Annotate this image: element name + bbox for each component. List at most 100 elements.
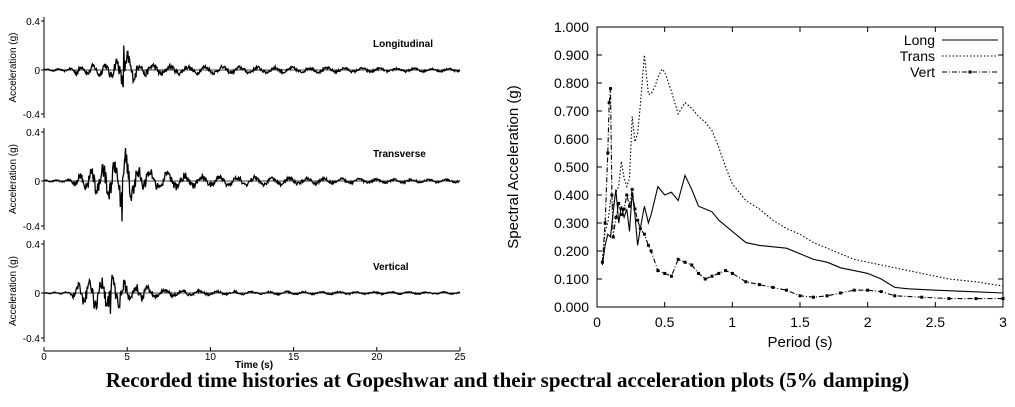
y-tick-label: 0 xyxy=(34,177,40,188)
data-point xyxy=(717,271,721,275)
data-point xyxy=(669,274,673,278)
y-tick-label: -0.4 xyxy=(23,334,41,345)
series-vert xyxy=(600,87,1005,301)
y-tick-label: 0.600 xyxy=(554,131,589,147)
data-point xyxy=(757,283,761,287)
x-tick-label: 0 xyxy=(41,352,47,363)
acceleration-trace xyxy=(43,147,461,222)
x-tick-label: 1.5 xyxy=(790,314,810,330)
data-point xyxy=(609,87,613,91)
series-trans xyxy=(601,54,1004,287)
legend-label-long: Long xyxy=(904,32,935,48)
data-point xyxy=(710,274,714,278)
data-point xyxy=(974,297,978,301)
data-point xyxy=(683,260,687,264)
data-point xyxy=(744,280,748,284)
y-tick-label: 0.800 xyxy=(554,75,589,91)
component-title: Transverse xyxy=(373,149,426,160)
x-tick-label: 20 xyxy=(371,352,383,363)
data-point xyxy=(603,221,607,225)
x-tick-label: 10 xyxy=(205,352,217,363)
data-point xyxy=(879,290,883,294)
series-line-vert xyxy=(601,88,1003,300)
data-point xyxy=(1001,297,1005,301)
y-axis-label: Acceleration (g) xyxy=(8,32,19,102)
x-tick-label: 5 xyxy=(124,352,130,363)
data-point xyxy=(724,269,728,273)
data-point xyxy=(638,227,642,231)
data-point xyxy=(839,291,843,295)
data-point xyxy=(611,235,615,239)
y-axis-label: Spectral Acceleration (g) xyxy=(505,85,522,248)
data-point xyxy=(825,294,829,298)
y-tick-label: 0.300 xyxy=(554,215,589,231)
series-line-trans xyxy=(601,54,1004,287)
x-tick-label: 3 xyxy=(999,314,1007,330)
data-point xyxy=(663,271,667,275)
data-point xyxy=(622,207,626,211)
figure-caption: Recorded time histories at Gopeshwar and… xyxy=(105,368,910,392)
data-point xyxy=(771,285,775,289)
data-point xyxy=(690,263,694,267)
data-point xyxy=(852,288,856,292)
data-point xyxy=(812,295,816,299)
y-tick-label: -0.4 xyxy=(23,110,41,121)
x-axis-label: Period (s) xyxy=(767,334,832,351)
plot-frame xyxy=(596,26,1004,308)
y-tick-label: 0.500 xyxy=(554,159,589,175)
time-history-panel-1: 0.4 0 -0.4 Acceleration (g) Transverse xyxy=(8,128,461,233)
data-point xyxy=(642,232,646,236)
data-point xyxy=(600,260,604,264)
component-title: Vertical xyxy=(373,262,409,273)
y-tick-label: 0.4 xyxy=(26,128,40,139)
data-point xyxy=(617,201,621,205)
x-tick-label: 2.5 xyxy=(926,314,946,330)
y-tick-label: 1.000 xyxy=(554,19,589,35)
y-tick-label: 0.200 xyxy=(554,243,589,259)
y-tick-label: 0 xyxy=(34,289,40,300)
data-point xyxy=(633,207,637,211)
data-point xyxy=(798,294,802,298)
data-point xyxy=(610,193,614,197)
data-point xyxy=(646,243,650,247)
x-tick-label: 2 xyxy=(864,314,872,330)
time-history-panel-0: 0.4 0 -0.4 Acceleration (g) Longitudinal xyxy=(8,17,461,121)
y-tick-label: 0 xyxy=(34,66,40,77)
data-point xyxy=(676,257,680,261)
legend-label-trans: Trans xyxy=(900,48,935,64)
acceleration-trace xyxy=(43,274,461,314)
y-tick-label: 0.700 xyxy=(554,103,589,119)
y-axis-label: Acceleration (g) xyxy=(8,256,19,326)
x-tick-label: 1 xyxy=(728,314,736,330)
x-axis-label: Time (s) xyxy=(235,360,273,371)
x-tick-label: 0 xyxy=(593,314,601,330)
y-axis-label: Acceleration (g) xyxy=(8,144,19,214)
x-tick-label: 15 xyxy=(288,352,300,363)
x-tick-label: 0.5 xyxy=(655,314,675,330)
y-tick-label: 0.000 xyxy=(554,299,589,315)
data-point xyxy=(893,294,897,298)
data-point xyxy=(630,187,634,191)
spectral-acceleration-chart: 0.000 0.100 0.200 0.300 0.400 0.500 0.600 0.700… xyxy=(505,19,1007,351)
component-title: Longitudinal xyxy=(373,39,433,50)
data-point xyxy=(920,295,924,299)
y-tick-label: 0.4 xyxy=(26,240,40,251)
y-tick-label: -0.4 xyxy=(23,222,41,233)
data-point xyxy=(627,204,631,208)
data-point xyxy=(656,269,660,273)
data-point xyxy=(697,271,700,275)
y-tick-label: 0.400 xyxy=(554,187,589,203)
data-point xyxy=(619,213,623,217)
data-point xyxy=(625,193,629,197)
y-tick-label: 0.100 xyxy=(554,271,589,287)
data-point xyxy=(607,101,611,105)
data-point xyxy=(649,249,653,253)
data-point xyxy=(636,218,640,222)
data-point xyxy=(784,288,788,292)
y-tick-label: 0.4 xyxy=(26,17,40,28)
legend-marker xyxy=(968,70,972,74)
